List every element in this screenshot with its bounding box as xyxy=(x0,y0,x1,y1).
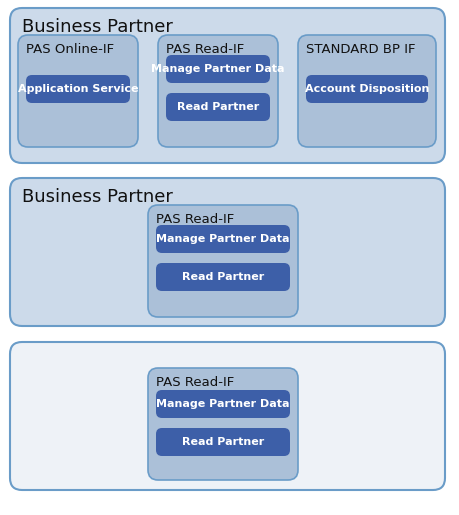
Text: PAS Online-IF: PAS Online-IF xyxy=(26,43,114,56)
Text: Read Partner: Read Partner xyxy=(177,102,259,112)
FancyBboxPatch shape xyxy=(148,205,298,317)
Text: Application Service: Application Service xyxy=(18,84,138,94)
Text: PAS Read-IF: PAS Read-IF xyxy=(156,376,234,389)
Text: Business Partner: Business Partner xyxy=(22,188,173,206)
FancyBboxPatch shape xyxy=(148,368,298,480)
FancyBboxPatch shape xyxy=(156,225,290,253)
FancyBboxPatch shape xyxy=(158,35,278,147)
FancyBboxPatch shape xyxy=(156,263,290,291)
FancyBboxPatch shape xyxy=(166,93,270,121)
Text: PAS Read-IF: PAS Read-IF xyxy=(166,43,244,56)
Text: PAS Read-IF: PAS Read-IF xyxy=(156,213,234,226)
Text: Read Partner: Read Partner xyxy=(182,272,264,282)
FancyBboxPatch shape xyxy=(10,342,445,490)
Text: Manage Partner Data: Manage Partner Data xyxy=(156,234,290,244)
Text: Business Partner: Business Partner xyxy=(22,18,173,36)
Text: Read Partner: Read Partner xyxy=(182,437,264,447)
Text: Account Disposition: Account Disposition xyxy=(305,84,429,94)
FancyBboxPatch shape xyxy=(10,178,445,326)
Text: Manage Partner Data: Manage Partner Data xyxy=(156,399,290,409)
FancyBboxPatch shape xyxy=(26,75,130,103)
FancyBboxPatch shape xyxy=(166,55,270,83)
FancyBboxPatch shape xyxy=(156,390,290,418)
FancyBboxPatch shape xyxy=(306,75,428,103)
FancyBboxPatch shape xyxy=(156,428,290,456)
FancyBboxPatch shape xyxy=(298,35,436,147)
FancyBboxPatch shape xyxy=(18,35,138,147)
FancyBboxPatch shape xyxy=(10,8,445,163)
Text: Manage Partner Data: Manage Partner Data xyxy=(151,64,285,74)
Text: STANDARD BP IF: STANDARD BP IF xyxy=(306,43,415,56)
